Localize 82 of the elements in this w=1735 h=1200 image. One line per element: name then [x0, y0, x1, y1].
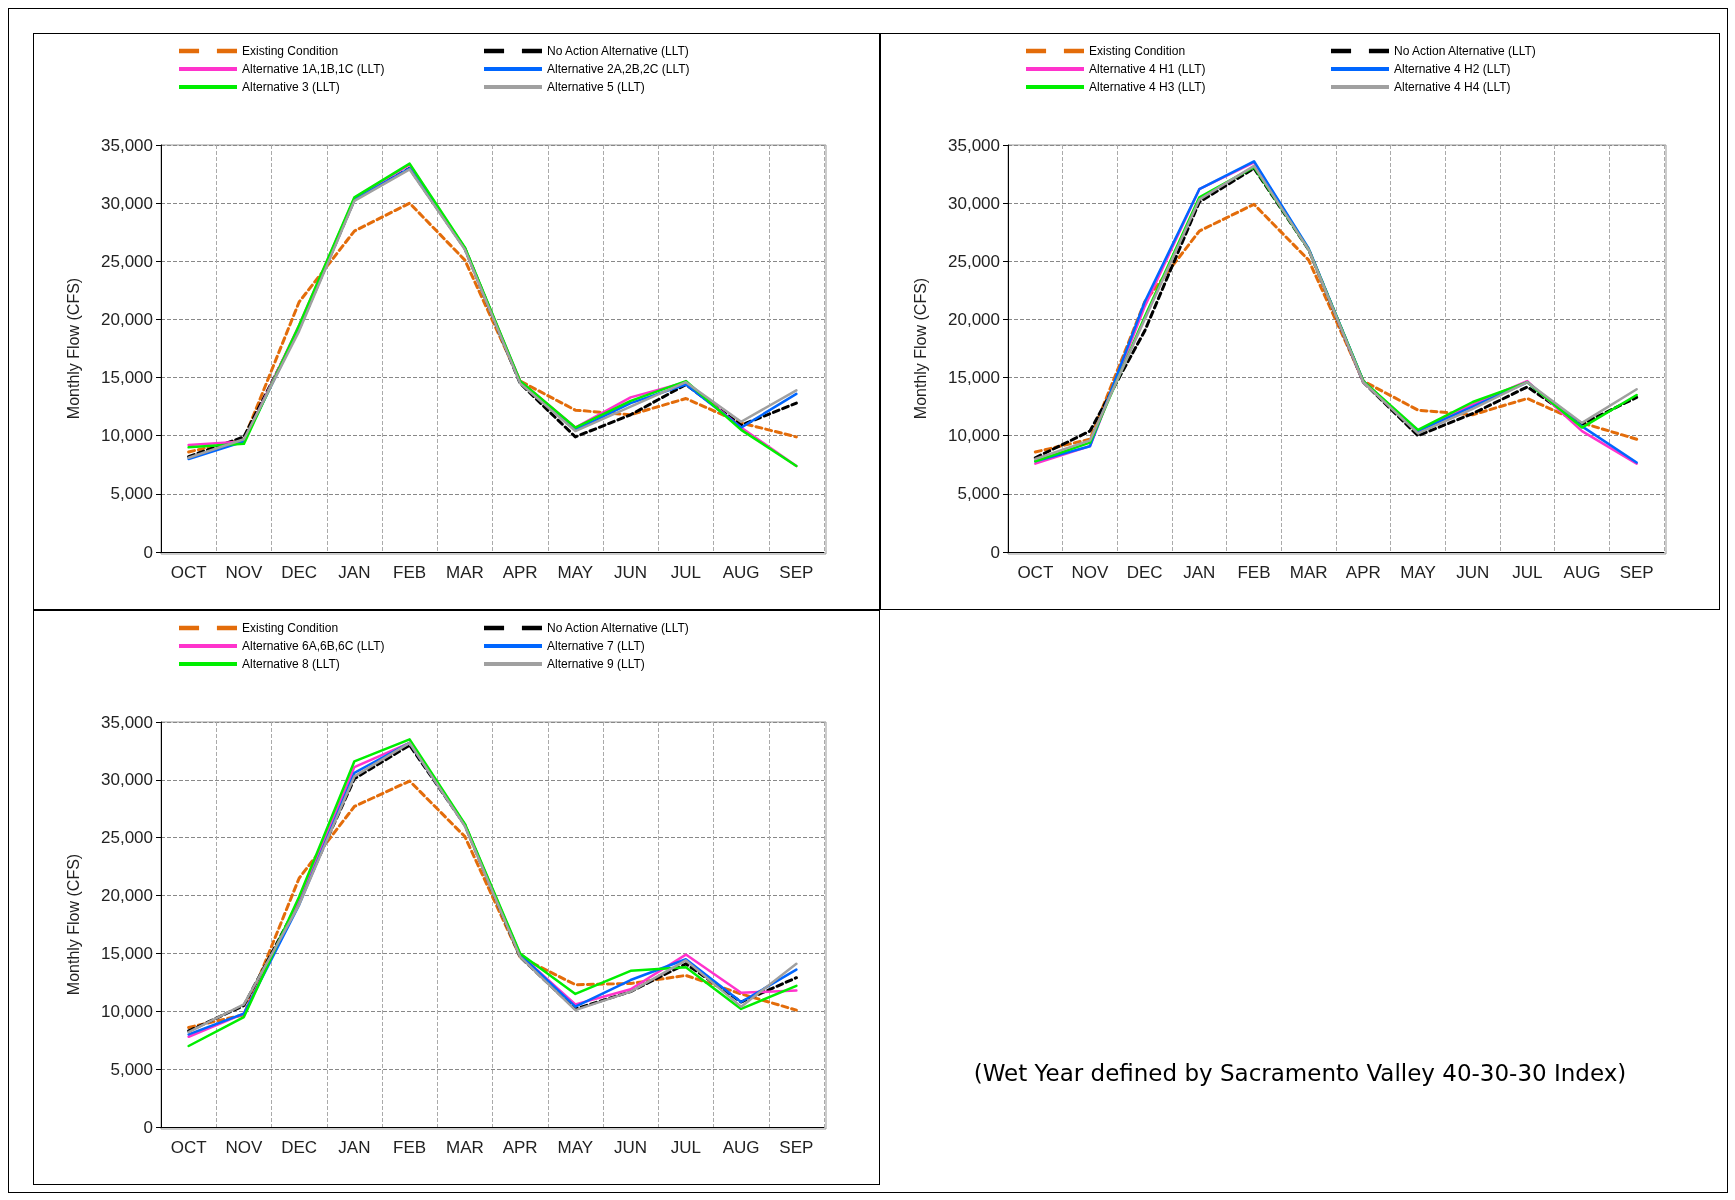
y-tick-label: 20,000	[101, 309, 153, 329]
legend-label: Alternative 4 H2 (LLT)	[1394, 62, 1511, 76]
x-tick-label: JUL	[1512, 563, 1543, 582]
x-tick-label: JUL	[670, 563, 701, 582]
text: (Wet Year defined by Sacramento Valley 40-30-30 Index)	[972, 1060, 1628, 1086]
legend-label: Alternative 9 (LLT)	[547, 657, 645, 671]
x-tick-label: MAY	[557, 1138, 594, 1157]
x-tick-label: DEC	[281, 1138, 318, 1157]
x-tick-label: APR	[502, 563, 538, 582]
y-tick-label: 20,000	[948, 309, 1000, 329]
y-tick-label: 35,000	[101, 712, 153, 732]
legend-label: Existing Condition	[242, 621, 339, 635]
x-tick-label: APR	[1345, 563, 1381, 582]
y-tick-label: 30,000	[948, 193, 1000, 213]
y-tick-label: 15,000	[101, 943, 153, 963]
y-tick-label: 5,000	[957, 484, 1000, 504]
x-tick-label: JAN	[338, 1138, 371, 1157]
x-tick-label: FEB	[1237, 563, 1271, 582]
legend-label: Alternative 8 (LLT)	[242, 657, 340, 671]
legend-label: Alternative 4 H1 (LLT)	[1089, 62, 1206, 76]
x-tick-label: APR	[502, 1138, 538, 1157]
x-tick-label: NOV	[225, 1138, 263, 1157]
x-tick-label: AUG	[1563, 563, 1601, 582]
y-tick-label: 35,000	[948, 135, 1000, 155]
legend-label: Alternative 6A,6B,6C (LLT)	[242, 639, 385, 653]
legend-label: No Action Alternative (LLT)	[1394, 44, 1536, 58]
y-tick-label: 10,000	[101, 1001, 153, 1021]
x-tick-label: MAY	[1400, 563, 1436, 582]
x-tick-label: FEB	[393, 563, 427, 582]
y-tick-label: 25,000	[101, 828, 153, 848]
x-tick-label: FEB	[393, 1138, 427, 1157]
y-tick-label: 25,000	[101, 251, 153, 271]
x-tick-label: NOV	[225, 563, 263, 582]
legend-label: Alternative 2A,2B,2C (LLT)	[547, 62, 690, 76]
legend-label: Alternative 4 H3 (LLT)	[1089, 80, 1206, 94]
y-tick-label: 10,000	[101, 426, 153, 446]
x-tick-label: OCT	[1017, 563, 1054, 582]
x-tick-label: SEP	[779, 563, 814, 582]
y-tick-label: 35,000	[101, 135, 153, 155]
x-tick-label: AUG	[722, 563, 760, 582]
y-tick-label: 5,000	[110, 1059, 153, 1079]
y-tick-label: 0	[143, 1117, 153, 1137]
y-tick-label: 5,000	[110, 484, 153, 504]
x-tick-label: JUN	[614, 563, 648, 582]
x-tick-label: AUG	[722, 1138, 760, 1157]
x-tick-label: SEP	[1619, 563, 1654, 582]
y-tick-label: 30,000	[101, 193, 153, 213]
legend-label: Alternative 1A,1B,1C (LLT)	[242, 62, 385, 76]
y-axis-title: Monthly Flow (CFS)	[64, 853, 82, 996]
x-tick-label: JUL	[670, 1138, 701, 1157]
x-tick-label: MAR	[1289, 563, 1328, 582]
x-tick-label: DEC	[1126, 563, 1163, 582]
y-tick-label: 15,000	[948, 368, 1000, 388]
x-tick-label: MAY	[557, 563, 594, 582]
legend-label: No Action Alternative (LLT)	[547, 621, 689, 635]
y-axis-title: Monthly Flow (CFS)	[64, 277, 82, 420]
y-tick-label: 20,000	[101, 886, 153, 906]
legend-label: No Action Alternative (LLT)	[547, 44, 689, 58]
legend-label: Existing Condition	[242, 44, 339, 58]
legend-label: Existing Condition	[1089, 44, 1186, 58]
x-tick-label: MAR	[445, 1138, 484, 1157]
y-tick-label: 10,000	[948, 426, 1000, 446]
x-tick-label: JAN	[1183, 563, 1216, 582]
legend-label: Alternative 7 (LLT)	[547, 639, 645, 653]
legend-label: Alternative 3 (LLT)	[242, 80, 340, 94]
x-tick-label: NOV	[1071, 563, 1110, 582]
x-tick-label: DEC	[281, 563, 318, 582]
x-tick-label: JUN	[614, 1138, 648, 1157]
x-tick-label: MAR	[445, 563, 484, 582]
y-tick-label: 25,000	[948, 251, 1000, 271]
y-axis-title: Monthly Flow (CFS)	[911, 277, 929, 420]
x-tick-label: JUN	[1456, 563, 1490, 582]
x-tick-label: SEP	[779, 1138, 814, 1157]
x-tick-label: OCT	[170, 1138, 207, 1157]
x-tick-label: JAN	[338, 563, 371, 582]
x-tick-label: OCT	[170, 563, 207, 582]
y-tick-label: 0	[990, 542, 1000, 562]
legend-label: Alternative 5 (LLT)	[547, 80, 645, 94]
legend-label: Alternative 4 H4 (LLT)	[1394, 80, 1511, 94]
y-tick-label: 0	[143, 542, 153, 562]
y-tick-label: 15,000	[101, 368, 153, 388]
y-tick-label: 30,000	[101, 770, 153, 790]
